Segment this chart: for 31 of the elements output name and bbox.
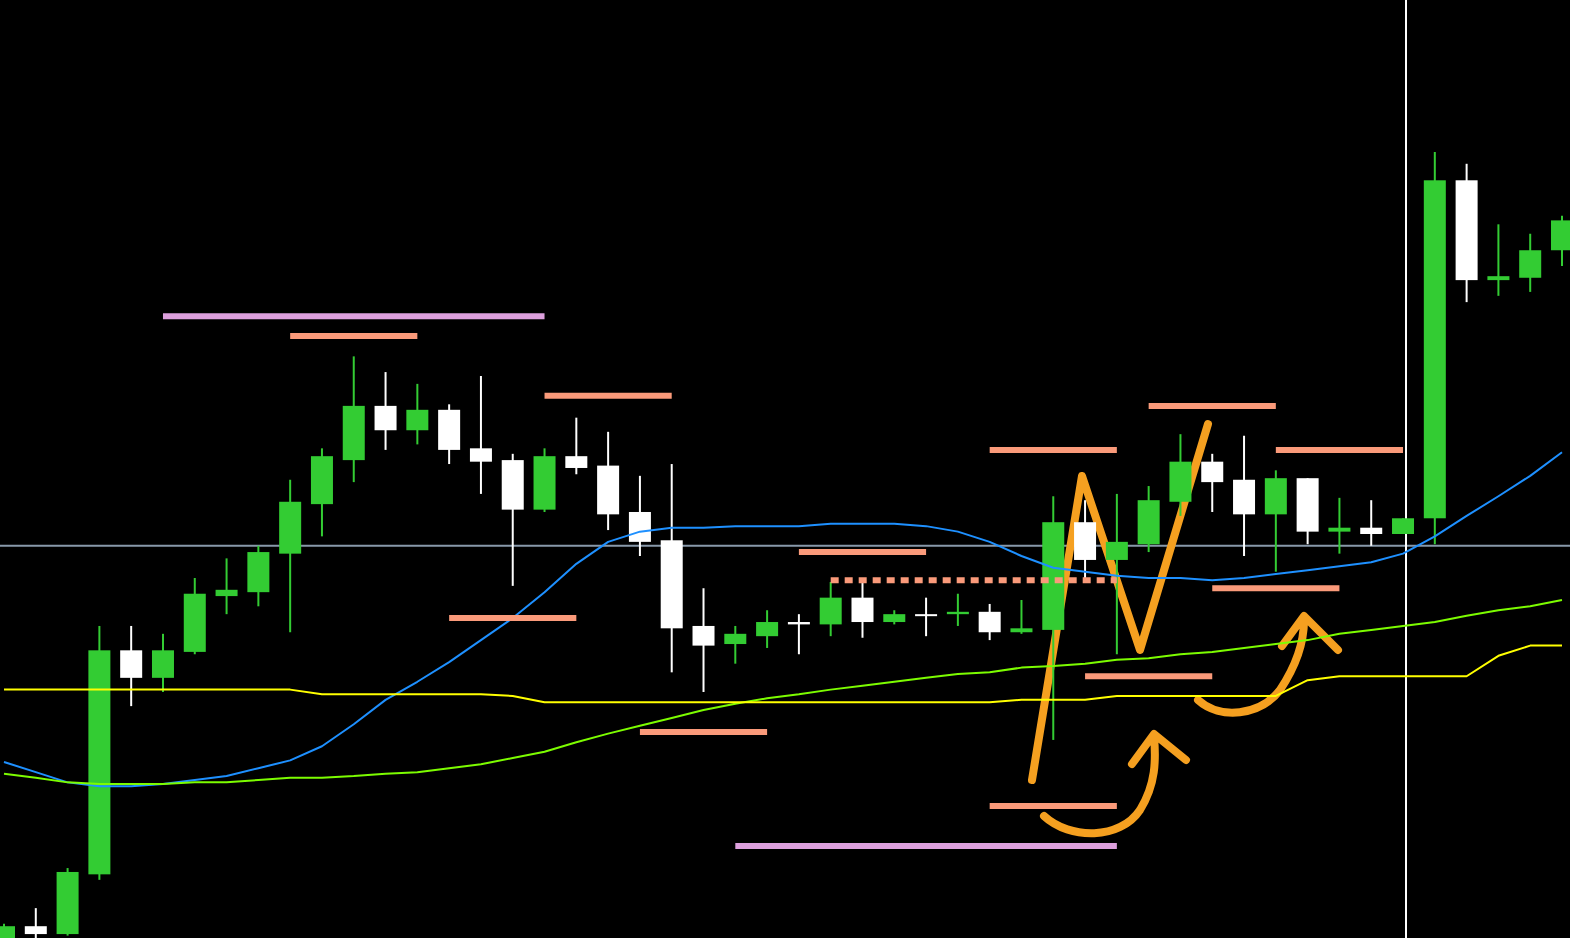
candlestick <box>851 580 874 639</box>
candlestick <box>1360 499 1383 547</box>
candlestick <box>1137 485 1160 554</box>
candlestick <box>565 416 588 476</box>
candlestick <box>438 403 461 466</box>
candlestick <box>120 624 143 708</box>
candlestick <box>978 602 1001 642</box>
candlestick <box>1105 492 1128 656</box>
candlestick <box>692 587 715 693</box>
candlestick <box>1201 452 1224 513</box>
candlestick <box>215 557 238 616</box>
candlestick <box>756 609 779 649</box>
candlestick <box>24 907 47 938</box>
candlestick <box>1328 496 1351 555</box>
candlestick <box>724 624 747 665</box>
candlestick <box>469 375 492 495</box>
candlestick <box>915 596 938 638</box>
candlestick <box>628 474 651 557</box>
candlestick <box>1233 434 1256 557</box>
candlestick <box>406 382 429 446</box>
candlestick <box>1074 499 1097 582</box>
candlestick <box>1169 433 1192 517</box>
candlestick <box>374 371 397 451</box>
candlestick <box>247 544 270 608</box>
candlestick <box>151 632 174 693</box>
candlestick <box>310 447 333 538</box>
candlestick <box>1010 599 1033 635</box>
candlestick <box>1264 469 1287 573</box>
candlestick <box>1519 232 1542 293</box>
candlestick <box>819 580 842 638</box>
candlestick <box>1487 223 1510 297</box>
